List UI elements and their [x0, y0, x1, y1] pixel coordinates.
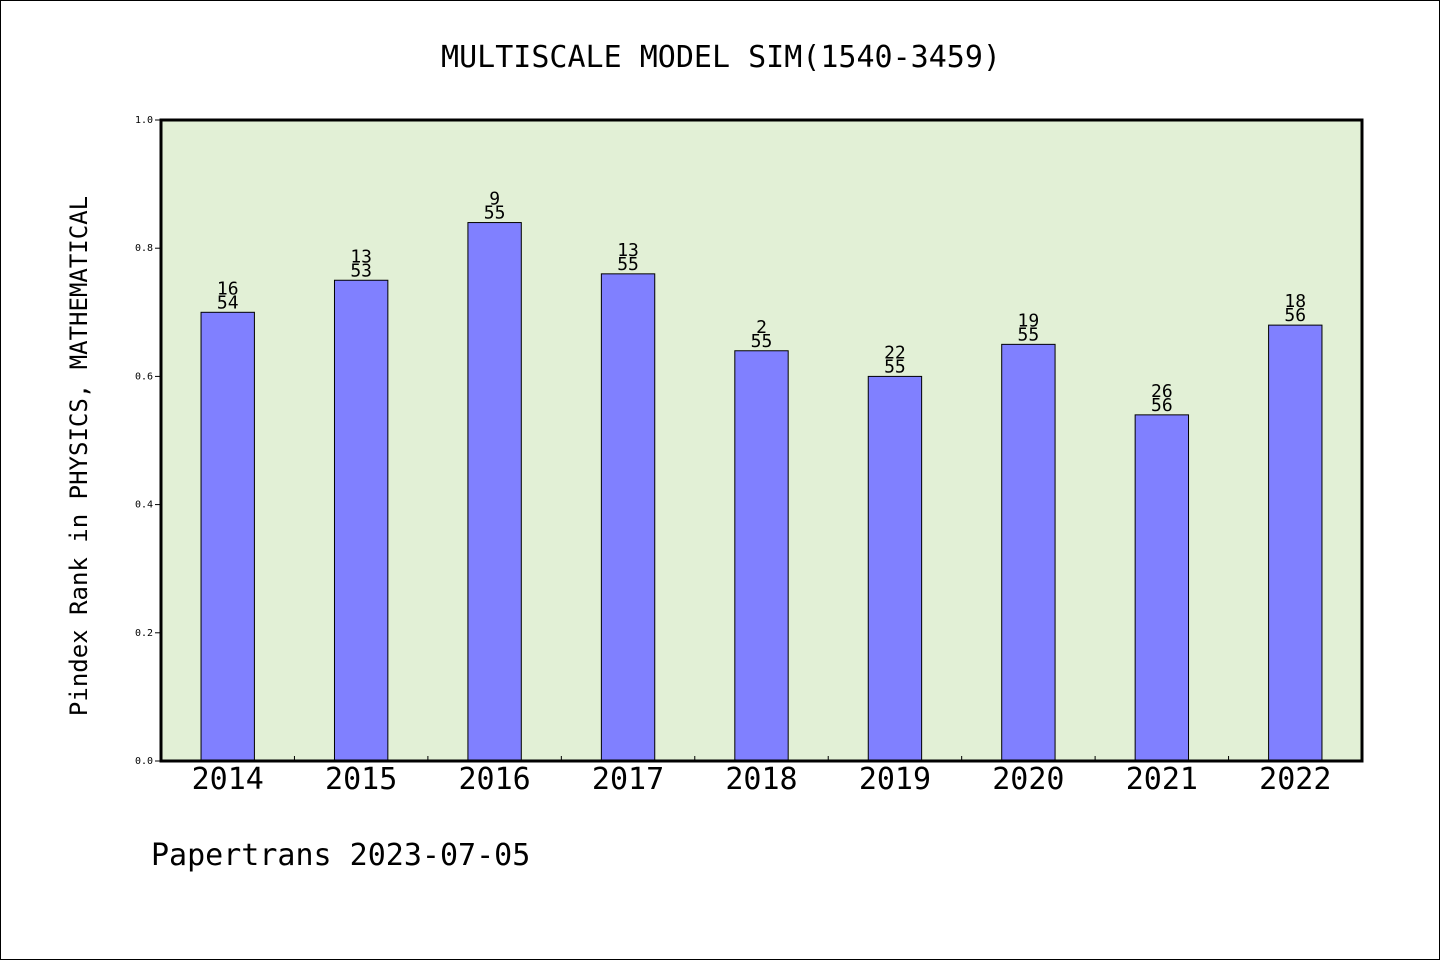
bar [200, 311, 255, 762]
bar [467, 222, 522, 762]
x-tick-label: 2018 [725, 762, 797, 797]
bar-total-label: 53 [350, 260, 372, 281]
y-tick-label: 0.6 [135, 371, 153, 382]
y-axis: 0.0 0.2 0.4 0.6 0.8 1.0 [135, 115, 161, 767]
y-tick-label: 0.0 [135, 756, 153, 767]
bar [734, 350, 789, 762]
footer-credit: Papertrans 2023-07-05 [151, 838, 530, 873]
bar [333, 279, 389, 762]
x-tick-label: 2017 [592, 762, 664, 797]
bar [867, 375, 923, 762]
bar-total-label: 55 [751, 331, 773, 352]
bar-total-label: 55 [617, 254, 639, 275]
x-tick-label: 2014 [192, 762, 264, 797]
y-tick-label: 1.0 [135, 115, 153, 126]
bar-rank-label: 9 [489, 189, 500, 210]
y-tick-label: 0.4 [135, 500, 153, 511]
x-tick-label: 2015 [325, 762, 397, 797]
bar-rank-label: 13 [350, 246, 372, 267]
bar-rank-label: 18 [1284, 291, 1306, 312]
bar-rank-label: 26 [1151, 381, 1173, 402]
x-tick-label: 2022 [1259, 762, 1331, 797]
bar-total-label: 55 [884, 356, 906, 377]
bar [600, 273, 656, 762]
bar-total-label: 55 [1018, 324, 1040, 345]
chart-title: MULTISCALE MODEL SIM(1540-3459) [441, 40, 1001, 75]
bar [1001, 343, 1056, 762]
x-tick-label: 2020 [992, 762, 1064, 797]
bar-total-label: 54 [217, 292, 239, 313]
y-tick-label: 0.8 [135, 243, 153, 254]
x-tick-label: 2019 [859, 762, 931, 797]
bar-total-label: 55 [484, 203, 506, 224]
y-axis-label: Pindex Rank in PHYSICS, MATHEMATICAL [65, 196, 93, 716]
bar [1268, 324, 1323, 762]
plot-border [159, 118, 1364, 763]
bar-rank-label: 16 [217, 278, 239, 299]
x-axis: 2014 2015 2016 2017 2018 2019 2020 2021 2022 [192, 756, 1331, 797]
bar-rank-label: 19 [1018, 310, 1040, 331]
bar-rank-label: 13 [617, 240, 639, 261]
bar-rank-label: 2 [756, 317, 767, 338]
bar-rank-label: 22 [884, 342, 906, 363]
bar [1134, 414, 1190, 762]
bar-total-label: 56 [1151, 395, 1173, 416]
x-tick-label: 2021 [1126, 762, 1198, 797]
x-tick-label: 2016 [458, 762, 530, 797]
bar-total-label: 56 [1284, 305, 1306, 326]
y-tick-label: 0.2 [135, 628, 153, 639]
